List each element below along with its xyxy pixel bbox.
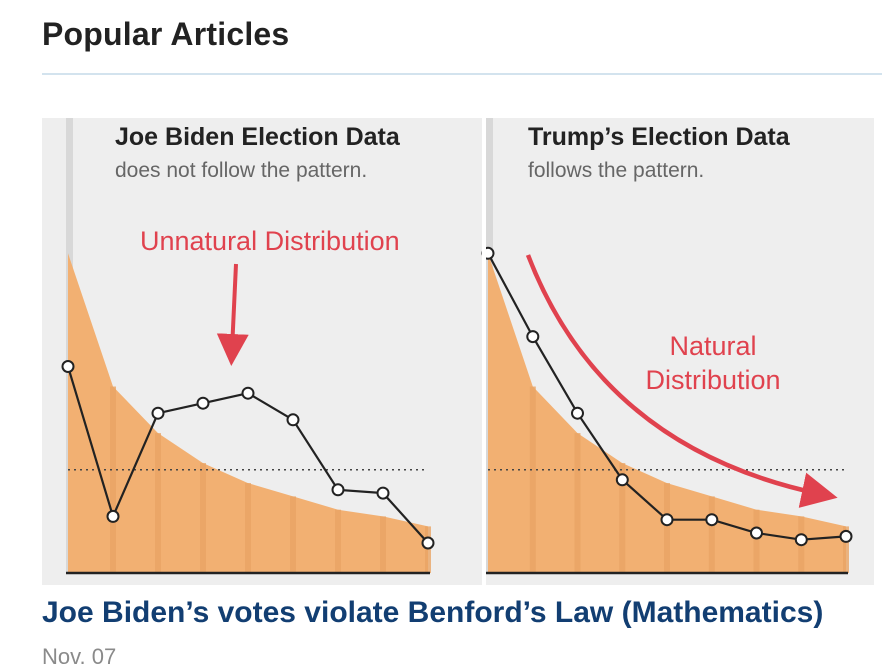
observed-point <box>705 513 719 527</box>
observed-point <box>376 486 390 500</box>
expected-stripe <box>753 509 760 573</box>
panel-gap <box>482 118 486 585</box>
observed-point <box>331 483 345 497</box>
expected-stripe <box>708 496 715 573</box>
observed-point <box>421 536 435 550</box>
article-title-link[interactable]: Joe Biden’s votes violate Benford’s Law … <box>42 596 824 629</box>
biden-chart <box>61 253 435 575</box>
observed-point <box>526 330 540 344</box>
observed-point <box>61 360 75 373</box>
expected-stripe <box>200 463 206 573</box>
trump-panel-subheading: follows the pattern. <box>528 159 704 182</box>
expected-stripe <box>290 496 296 573</box>
observed-point <box>196 396 210 410</box>
observed-point <box>286 413 300 427</box>
natural-distribution-label-line1: Natural <box>669 331 756 361</box>
observed-point <box>794 533 808 547</box>
observed-point <box>750 526 763 540</box>
unnatural-arrow-icon <box>216 263 249 366</box>
expected-stripe <box>664 483 670 573</box>
unnatural-distribution-label: Unnatural Distribution <box>140 226 400 256</box>
trump-chart <box>481 246 853 575</box>
article-image[interactable]: Joe Biden Election Data does not follow … <box>42 118 874 585</box>
natural-distribution-label-line2: Distribution <box>645 365 780 395</box>
natural-arrow-icon <box>525 254 838 508</box>
trump-panel-heading: Trump’s Election Data <box>528 123 791 151</box>
biden-panel: Joe Biden Election Data does not follow … <box>42 118 490 585</box>
expected-stripe <box>619 463 626 573</box>
observed-point <box>151 406 165 420</box>
trump-panel: Trump’s Election Data follows the patter… <box>481 118 874 585</box>
observed-point <box>571 406 584 420</box>
section-title: Popular Articles <box>42 16 290 52</box>
expected-stripe <box>155 433 161 573</box>
biden-panel-heading: Joe Biden Election Data <box>115 123 401 151</box>
observed-point <box>839 529 853 543</box>
biden-panel-subheading: does not follow the pattern. <box>115 159 367 182</box>
expected-stripe <box>335 509 341 573</box>
expected-stripe <box>529 386 536 573</box>
article-date: Nov. 07 <box>42 644 117 669</box>
section-divider <box>42 73 882 75</box>
observed-point <box>660 513 674 527</box>
observed-point <box>106 509 120 523</box>
observed-point <box>615 473 629 487</box>
expected-stripe <box>574 433 581 573</box>
expected-stripe <box>843 526 849 573</box>
expected-stripe <box>380 516 386 573</box>
expected-stripe <box>245 483 251 573</box>
observed-point <box>241 386 255 400</box>
expected-stripe <box>425 526 431 573</box>
expected-stripe <box>110 386 116 573</box>
